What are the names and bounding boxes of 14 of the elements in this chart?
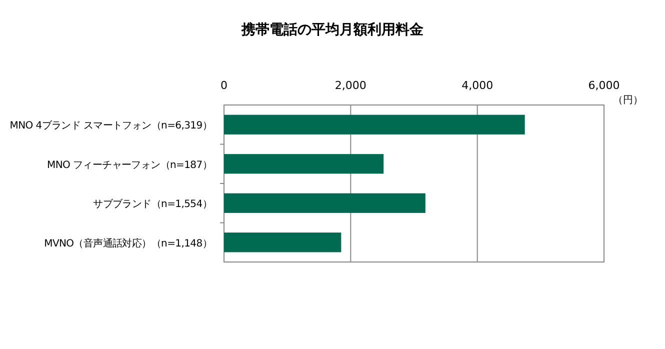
- y-tick-label: MNO フィーチャーフォン（n=187）: [47, 160, 212, 171]
- y-tick-label: サブブランド（n=1,554）: [93, 198, 212, 210]
- y-tick-label: MVNO（音声通話対応）（n=1,148）: [44, 237, 212, 250]
- x-tick-label: 6,000: [588, 79, 620, 92]
- bar: [224, 154, 384, 174]
- bar: [224, 232, 342, 252]
- x-axis-title: （円）: [613, 95, 643, 106]
- bar: [224, 114, 525, 134]
- x-tick-label: 0: [220, 79, 228, 92]
- chart-title: 携帯電話の平均月額利用料金: [240, 21, 424, 38]
- x-tick-label: 4,000: [462, 79, 494, 92]
- y-tick-label: MNO 4ブランド スマートフォン（n=6,319）: [10, 120, 212, 132]
- x-tick-label: 2,000: [334, 79, 366, 92]
- bar: [224, 193, 426, 213]
